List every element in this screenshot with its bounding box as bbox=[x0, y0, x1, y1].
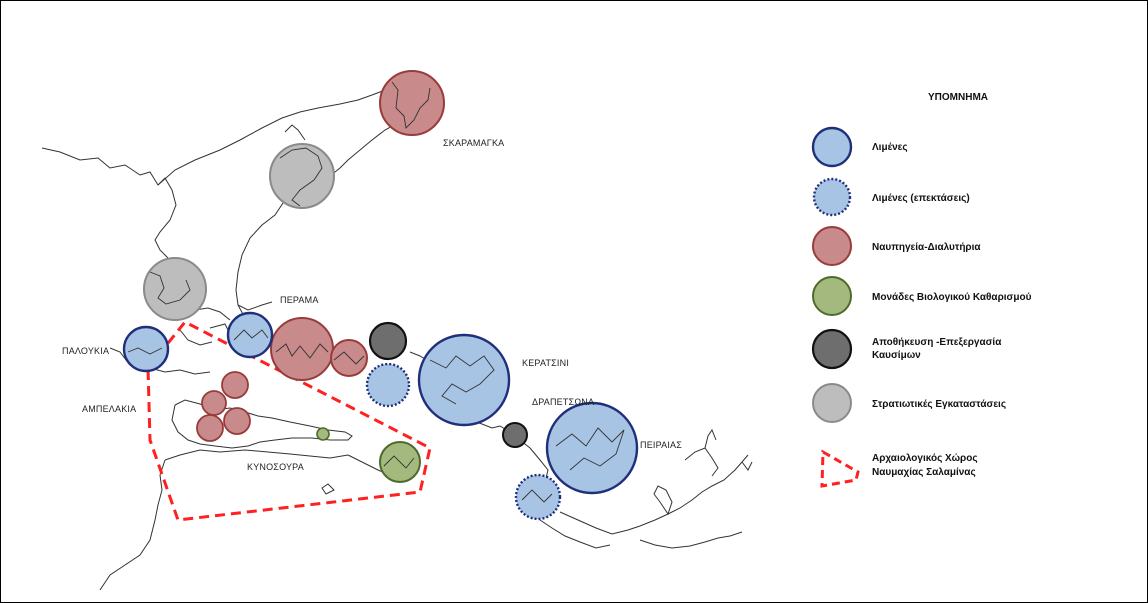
ampelakia-shipyard-3 bbox=[223, 407, 251, 435]
paloukia-port bbox=[122, 325, 170, 373]
place-label-kynosoura: ΚΥΝΟΣΟΥΡΑ bbox=[247, 462, 304, 472]
legend-item-archaeological: Αρχαιολογικός Χώρος Ναυμαχίας Σαλαμίνας bbox=[820, 449, 978, 488]
legend-label-shipyards: Ναυπηγεία-Διαλυτήρια bbox=[872, 242, 981, 253]
legend-label-fuel: Αποθήκευση -Επεξεργασία bbox=[872, 337, 1002, 348]
skaramagka-military bbox=[269, 143, 335, 209]
archaeological-site-polygon bbox=[146, 320, 432, 522]
peiraias-port bbox=[545, 401, 639, 495]
legend-label-archaeological-line2: Ναυμαχίας Σαλαμίνας bbox=[872, 467, 976, 478]
place-label-ampelakia: ΑΜΠΕΛΑΚΙΑ bbox=[82, 404, 136, 414]
place-label-drapetsona: ΔΡΑΠΕΤΣΩΝΑ bbox=[532, 397, 594, 407]
perama-fuel bbox=[368, 321, 408, 361]
legend-symbol-military bbox=[812, 383, 852, 423]
place-label-skaramagka: ΣΚΑΡΑΜΑΓΚΑ bbox=[443, 138, 504, 148]
legend-item-shipyards: Ναυπηγεία-Διαλυτήρια bbox=[812, 226, 981, 266]
place-label-paloukia: ΠΑΛΟΥΚΙΑ bbox=[62, 346, 109, 356]
psyttaleia-bio bbox=[379, 441, 421, 483]
perama-port bbox=[226, 311, 274, 359]
perama-shipyard-small bbox=[330, 339, 368, 377]
legend-title: ΥΠΟΜΝΗΜΑ bbox=[928, 92, 988, 103]
coastline bbox=[41, 89, 753, 591]
kynosoura-bio-small bbox=[316, 427, 330, 441]
legend-symbol-bio bbox=[812, 276, 852, 316]
ampelakia-shipyard-1 bbox=[221, 371, 249, 399]
legend-label-ports: Λιμένες bbox=[872, 142, 908, 153]
legend-symbol-port-extensions bbox=[812, 177, 852, 217]
salamina-north-military bbox=[143, 257, 207, 321]
peiraias-port-extension bbox=[514, 473, 562, 521]
ampelakia-shipyard-4 bbox=[196, 414, 224, 442]
perama-port-extension bbox=[365, 362, 411, 408]
legend-item-military: Στρατιωτικές Εγκαταστάσεις bbox=[812, 383, 1006, 423]
legend-item-port-extensions: Λιμένες (επεκτάσεις) bbox=[812, 177, 970, 217]
keratsini-port bbox=[417, 333, 511, 427]
legend-item-bio: Μονάδες Βιολογικού Καθαρισμού bbox=[812, 276, 1032, 316]
legend-item-fuel: Αποθήκευση -Επεξεργασία Καυσίμων bbox=[811, 328, 1002, 370]
legend-item-ports: Λιμένες bbox=[811, 126, 908, 168]
legend-symbol-shipyards bbox=[812, 226, 852, 266]
legend-label-bio: Μονάδες Βιολογικού Καθαρισμού bbox=[872, 292, 1032, 303]
drapetsona-fuel bbox=[502, 422, 528, 448]
place-label-peiraias: ΠΕΙΡΑΙΑΣ bbox=[640, 440, 682, 450]
legend-label-archaeological: Αρχαιολογικός Χώρος bbox=[872, 453, 978, 464]
legend-symbol-archaeological bbox=[820, 449, 860, 488]
legend-label-port-extensions: Λιμένες (επεκτάσεις) bbox=[872, 193, 970, 204]
legend-symbol-fuel bbox=[811, 328, 853, 370]
perama-shipyard-large bbox=[270, 317, 334, 381]
place-label-perama: ΠΕΡΑΜΑ bbox=[280, 295, 319, 305]
ampelakia-shipyard-2 bbox=[201, 390, 227, 416]
legend-label-fuel-line2: Καυσίμων bbox=[872, 350, 921, 361]
place-label-keratsini: ΚΕΡΑΤΣΙΝΙ bbox=[522, 358, 569, 368]
skaramagka-shipyard bbox=[379, 70, 445, 136]
legend-label-military: Στρατιωτικές Εγκαταστάσεις bbox=[872, 399, 1006, 410]
legend: ΥΠΟΜΝΗΜΑ Λιμένες Λιμένες (επεκτάσεις) Να… bbox=[811, 92, 1032, 488]
legend-symbol-ports bbox=[811, 126, 853, 168]
